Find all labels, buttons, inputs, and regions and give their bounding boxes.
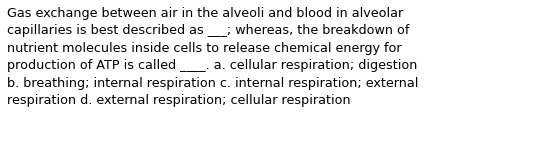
Text: Gas exchange between air in the alveoli and blood in alveolar
capillaries is bes: Gas exchange between air in the alveoli …	[7, 7, 418, 107]
